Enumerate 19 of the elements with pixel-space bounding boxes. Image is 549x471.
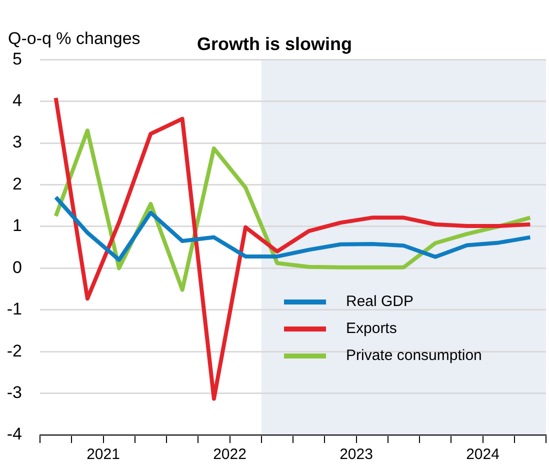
y-tick-label: 3 xyxy=(12,132,22,152)
y-tick-label: -2 xyxy=(6,341,22,360)
y-tick-label: 2 xyxy=(12,174,22,194)
x-tick-label: 2022 xyxy=(213,446,246,464)
x-tick-label: 2023 xyxy=(340,446,373,464)
chart-title: Growth is slowing xyxy=(196,34,352,54)
y-tick-label: -1 xyxy=(6,300,22,319)
y-tick-label: -3 xyxy=(6,382,22,402)
legend-label: Real GDP xyxy=(346,293,414,310)
y-tick-label: 5 xyxy=(12,49,22,68)
legend-label: Exports xyxy=(346,320,397,338)
x-tick-label: 2021 xyxy=(86,446,120,464)
y-axis-title: Q-o-q % changes xyxy=(8,28,140,48)
y-tick-label: 4 xyxy=(12,91,22,110)
legend-label: Private consumption xyxy=(346,347,482,364)
y-tick-label: 0 xyxy=(12,258,22,277)
y-tick-label: -4 xyxy=(6,424,22,444)
x-tick-label: 2024 xyxy=(466,446,500,464)
y-tick-label: 1 xyxy=(12,216,22,236)
